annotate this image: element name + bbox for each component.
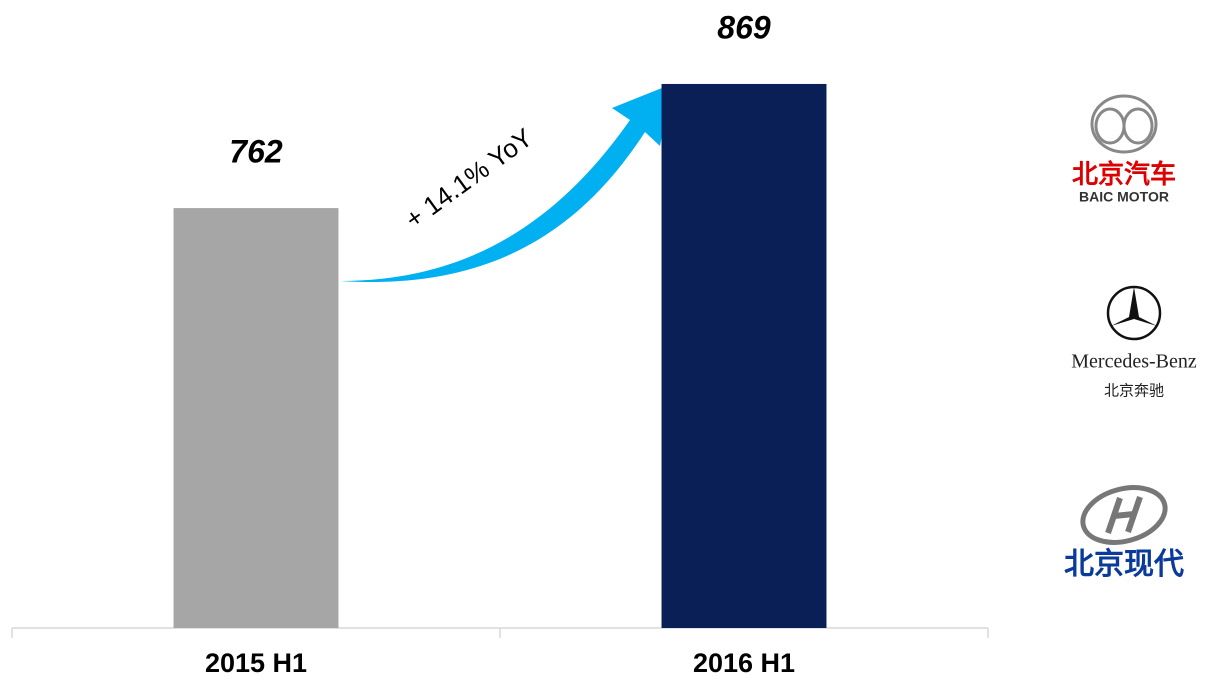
bar bbox=[173, 208, 339, 628]
logo-text: Mercedes-Benz bbox=[1071, 351, 1197, 373]
logo-text: 北京现代 bbox=[1064, 547, 1184, 581]
annotation: + 14.1% YoY bbox=[399, 122, 538, 234]
growth-arrow bbox=[340, 84, 672, 283]
logo-mercedes: Mercedes-Benz 北京奔驰 bbox=[1071, 285, 1197, 399]
logo-hyundai: 北京现代 bbox=[1064, 485, 1184, 581]
logo-subtext: 北京奔驰 bbox=[1104, 382, 1164, 399]
x-tick-label: 2015 H1 bbox=[205, 648, 307, 678]
value-label: 869 bbox=[717, 9, 771, 45]
x-tick-label: 2016 H1 bbox=[693, 648, 795, 678]
logo-text: 北京汽车 bbox=[1072, 159, 1176, 189]
logo-subtext: BAIC MOTOR bbox=[1079, 189, 1169, 205]
value-label: 762 bbox=[229, 134, 283, 170]
bar bbox=[661, 83, 827, 628]
logo-baic: 北京汽车 BAIC MOTOR bbox=[1072, 94, 1176, 205]
